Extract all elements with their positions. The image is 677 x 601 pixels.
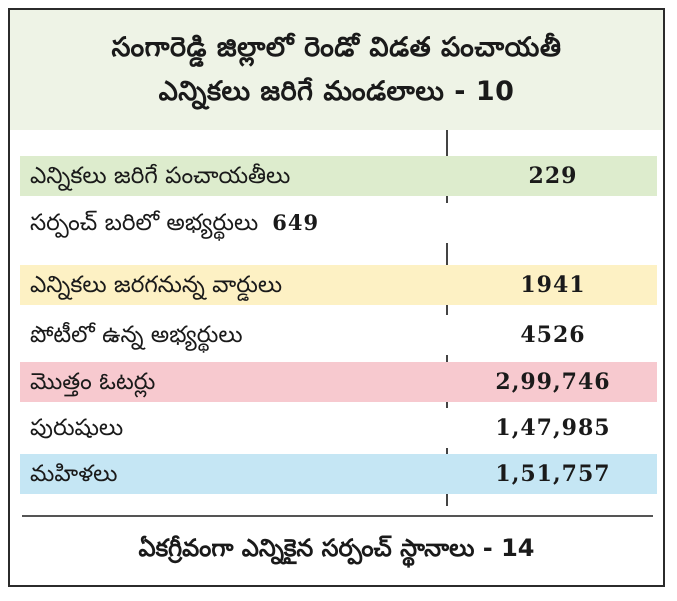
footer-note: ఏకగ్రీవంగా ఎన్నికైన సర్పంచ్ స్థానాలు - 1… [138,534,535,562]
row-sarpanch-candidates: సర్పంచ్ బరిలో అభ్యర్థులు 649 [20,203,657,243]
row-inline-value: 649 [272,210,320,235]
row-value: 2,99,746 [495,369,611,395]
row-label: మొత్తం ఓటర్లు [30,369,156,395]
title-line-2: ఎన్నికలు జరిగే మండలాలు - 10 [158,76,515,107]
row-label: పోటీలో ఉన్న అభ్యర్థులు [30,322,243,348]
row-panchayats: ఎన్నికలు జరిగే పంచాయతీలు 229 [20,156,657,196]
row-wards: ఎన్నికలు జరగనున్న వార్డులు 1941 [20,265,657,305]
row-label: పురుషులు [30,415,124,441]
row-label: మహిళలు [30,461,118,487]
row-value: 1,51,757 [495,461,611,487]
info-box: సంగారెడ్డి జిల్లాలో రెండో విడత పంచాయతీ ఎ… [8,8,665,587]
row-contesting-candidates: పోటీలో ఉన్న అభ్యర్థులు 4526 [20,315,657,355]
title-line-1: సంగారెడ్డి జిల్లాలో రెండో విడత పంచాయతీ [111,32,562,63]
row-value: 1941 [520,272,586,298]
row-label: ఎన్నికలు జరగనున్న వార్డులు [30,272,283,298]
row-value: 4526 [520,322,586,348]
row-value: 229 [528,163,578,189]
row-men: పురుషులు 1,47,985 [20,408,657,448]
header-panel: సంగారెడ్డి జిల్లాలో రెండో విడత పంచాయతీ ఎ… [10,10,663,130]
divider-line [22,515,653,517]
row-value: 1,47,985 [495,415,611,441]
row-label-text: సర్పంచ్ బరిలో అభ్యర్థులు [30,210,259,236]
row-total-voters: మొత్తం ఓటర్లు 2,99,746 [20,362,657,402]
row-label: ఎన్నికలు జరిగే పంచాయతీలు [30,163,291,189]
row-women: మహిళలు 1,51,757 [20,454,657,494]
row-label: సర్పంచ్ బరిలో అభ్యర్థులు 649 [30,203,319,243]
